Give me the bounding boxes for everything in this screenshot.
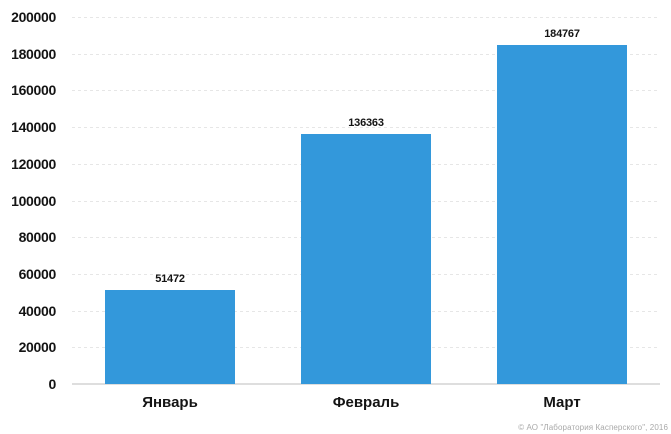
y-axis-tick-label: 140000 bbox=[11, 119, 56, 136]
bar-value-label: 184767 bbox=[544, 27, 580, 40]
y-axis-tick-label: 100000 bbox=[11, 192, 56, 209]
x-axis: Январь Февраль Март bbox=[72, 392, 660, 414]
x-axis-category-label: Март bbox=[543, 394, 581, 411]
gridline bbox=[72, 90, 660, 92]
y-axis-tick-label: 200000 bbox=[11, 9, 56, 25]
y-axis-tick-label: 20000 bbox=[18, 339, 57, 356]
copyright-text: © АО "Лаборатория Касперского", 2016 bbox=[518, 423, 668, 432]
gridline bbox=[72, 17, 660, 18]
y-axis-tick-label: 160000 bbox=[11, 82, 56, 99]
bar bbox=[301, 133, 431, 384]
y-axis: 0 20000 40000 60000 80000 100000 120000 140000 1… bbox=[0, 9, 57, 392]
y-axis-tick-label: 60000 bbox=[18, 265, 57, 282]
y-axis-tick-label: 0 bbox=[48, 376, 57, 392]
y-axis-tick-label: 180000 bbox=[11, 45, 56, 62]
bar bbox=[497, 44, 627, 384]
x-axis-category-label: Февраль bbox=[332, 394, 400, 411]
x-axis-line bbox=[72, 383, 660, 385]
y-axis-tick-label: 40000 bbox=[18, 302, 57, 319]
x-axis-category-label: Январь bbox=[142, 394, 198, 411]
bar-value-label: 51472 bbox=[155, 272, 185, 285]
plot-area: 51472 136363 184767 bbox=[72, 17, 660, 385]
y-axis-tick-label: 80000 bbox=[18, 229, 57, 246]
bar-value-label: 136363 bbox=[348, 116, 384, 129]
y-axis-tick-label: 120000 bbox=[11, 155, 56, 172]
gridline bbox=[72, 127, 660, 129]
gridline bbox=[72, 53, 660, 55]
bar bbox=[105, 289, 235, 384]
